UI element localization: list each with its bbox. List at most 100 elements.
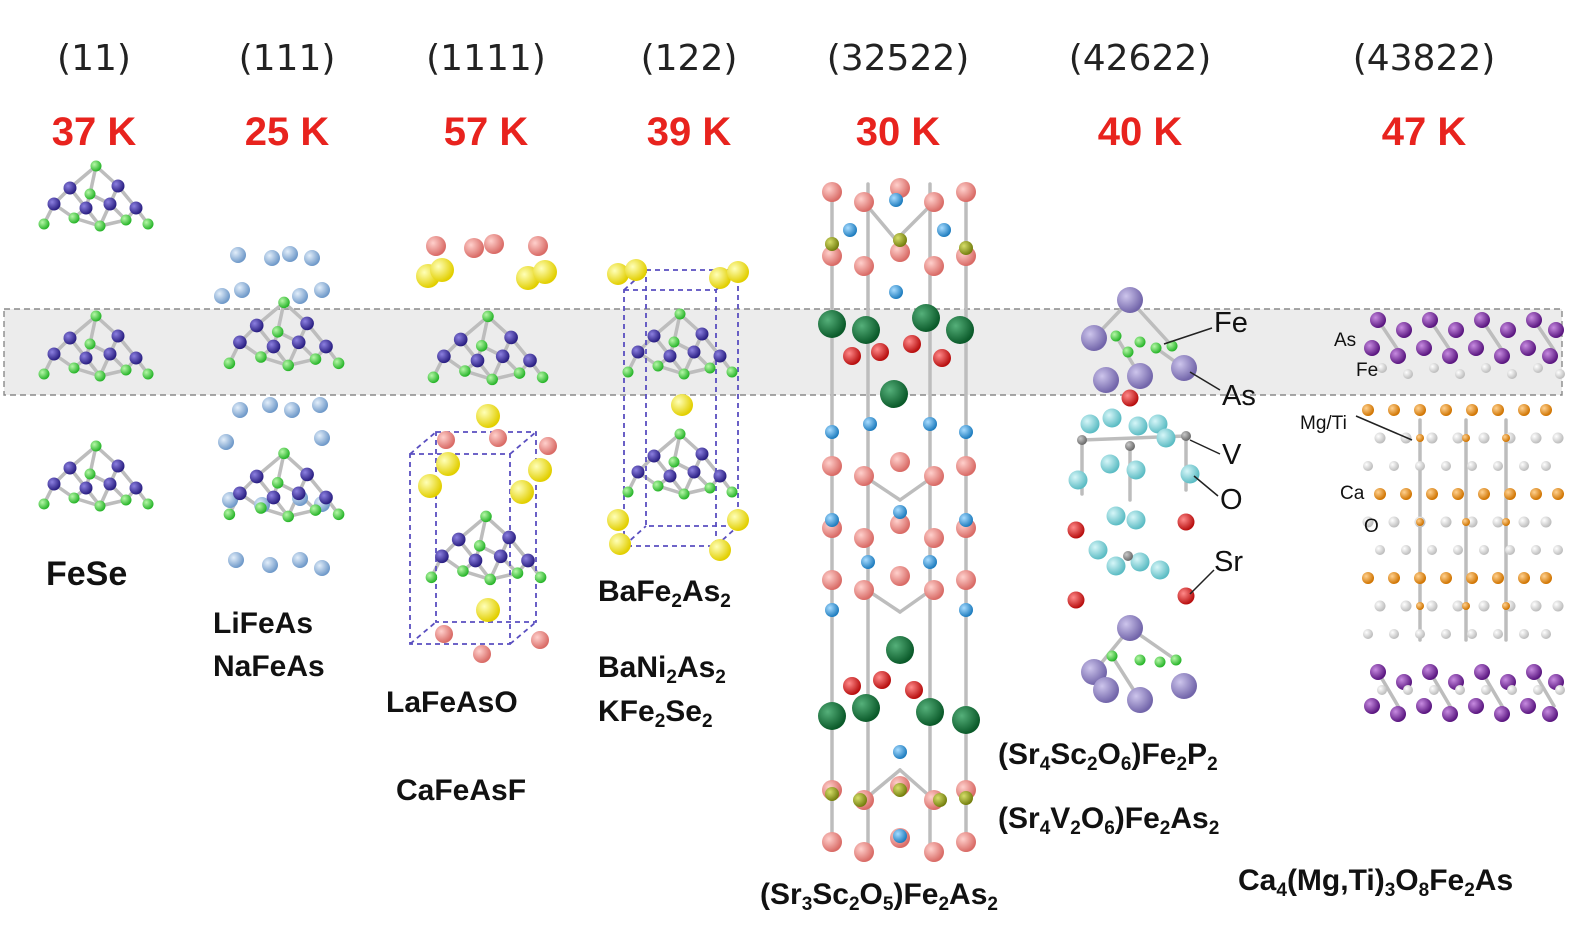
la-atom <box>435 625 453 643</box>
o-atom <box>1400 600 1412 612</box>
sr-atom <box>854 528 874 548</box>
bafe2as2-upper-fe-atom <box>652 360 664 372</box>
o-atom <box>843 347 861 365</box>
lifeas-upper-x-atom <box>266 339 281 354</box>
bafe2as2-lower-x-atom <box>713 469 727 483</box>
lifeas-lower-x-atom <box>300 467 314 482</box>
sc-atom <box>825 425 839 439</box>
family-label-111: (111) <box>238 38 336 79</box>
fe-atom <box>933 793 947 807</box>
ca-atom <box>1518 572 1530 584</box>
o-atom <box>1453 545 1463 555</box>
o-atom <box>1401 545 1411 555</box>
o-atom <box>1467 461 1477 471</box>
bafe2as2-upper-fe-atom <box>674 308 686 320</box>
as-atom <box>1171 673 1197 699</box>
fese-mid-fe-atom <box>84 338 96 350</box>
fese-top-fe-atom <box>84 188 96 200</box>
sr-atom <box>924 192 944 212</box>
fe-atom <box>1507 685 1517 695</box>
fese-mid-x-atom <box>111 329 125 343</box>
lafeaso-lower-fe-atom <box>425 571 438 584</box>
atom-label-ca-43822: Ca <box>1340 483 1365 504</box>
sc-atom <box>959 425 973 439</box>
o-atom <box>1540 516 1552 528</box>
sr-atom <box>1177 587 1195 605</box>
bafe2as2-lower-fe-atom <box>622 486 634 498</box>
mgti-atom <box>1416 602 1424 610</box>
lifeas-lower-fe-atom <box>309 504 322 516</box>
li-atom <box>284 402 300 418</box>
sr-atom <box>854 256 874 276</box>
bafe2as2-upper-fe-atom <box>668 336 680 348</box>
fe-atom <box>1481 363 1491 373</box>
as-atom <box>1468 698 1484 714</box>
fese-mid-x-atom <box>47 347 61 361</box>
bafe2as2-upper-fe-atom <box>622 366 634 378</box>
o-atom <box>1493 461 1503 471</box>
lafeaso-upper-fe-atom <box>513 367 526 379</box>
lafeaso-upper-fe-atom <box>427 371 440 384</box>
fe-atom <box>1555 369 1565 379</box>
fe-atom <box>1533 685 1543 695</box>
as-atom <box>1474 312 1490 328</box>
ca-atom <box>1388 404 1400 416</box>
o-atom <box>1363 461 1373 471</box>
formula-ca4mgti3o8fe2as: Ca4(Mg,Ti)3O8Fe2As <box>1238 864 1514 901</box>
o-atom <box>1080 414 1100 434</box>
li-atom <box>314 282 330 298</box>
o-atom <box>1441 461 1451 471</box>
formula-lifeas: LiFeAs <box>213 607 314 640</box>
o-atom <box>1427 545 1437 555</box>
atom-label-as-42622: As <box>1222 380 1256 412</box>
bafe2as2-lower-fe-atom <box>704 482 716 494</box>
family-label-32522: (32522) <box>826 38 970 79</box>
as-atom <box>1422 664 1438 680</box>
fese-top-fe-atom <box>142 218 154 230</box>
ca-atom <box>1530 488 1542 500</box>
as-atom <box>1526 312 1542 328</box>
bafe2as2-upper-x-atom <box>663 349 677 363</box>
v-atom <box>1181 431 1191 441</box>
feas-layer-band <box>3 308 1563 396</box>
lafeaso-lower-x-atom <box>521 553 535 568</box>
formula-nafeas: NaFeAs <box>213 650 325 683</box>
li-atom <box>314 560 330 576</box>
lafeaso-lower-x-atom <box>493 549 508 564</box>
formula-fese: FeSe <box>46 555 128 593</box>
fese-mid-fe-atom <box>90 310 102 322</box>
tc-label-1111: 57 K <box>443 110 529 154</box>
fese-bottom-fe-atom <box>142 498 154 510</box>
li-atom <box>234 282 250 298</box>
o-atom <box>1415 629 1425 639</box>
o-atom <box>1541 629 1551 639</box>
sr-large-atom <box>916 698 944 726</box>
bafe2as2-upper-fe-atom <box>704 362 716 374</box>
o-atom <box>1150 560 1170 580</box>
fe-atom <box>959 791 973 805</box>
fe-atom <box>1166 340 1178 352</box>
lifeas-lower-x-atom <box>291 486 306 501</box>
as-atom <box>1370 664 1386 680</box>
ba-atom <box>607 263 629 285</box>
lafeaso-lower-fe-atom <box>457 565 469 577</box>
bafe2as2-upper-fe-atom <box>678 368 690 380</box>
fese-top-fe-atom <box>94 220 106 232</box>
bafe2as2-upper-fe-atom <box>726 366 738 378</box>
sr-atom <box>822 570 842 590</box>
sr-atom <box>890 178 910 198</box>
v-atom <box>1125 441 1135 451</box>
o-atom <box>1519 461 1529 471</box>
fese-bottom-x-atom <box>111 459 125 473</box>
ca-atom <box>1414 572 1426 584</box>
sr-atom <box>1177 513 1195 531</box>
fe-atom <box>1455 369 1465 379</box>
o-atom <box>533 260 557 284</box>
as-atom <box>1542 348 1558 364</box>
pointer-mgti <box>1355 415 1413 441</box>
formula-lafeaso: LaFeAsO <box>386 686 518 719</box>
fe-atom <box>1377 685 1387 695</box>
la-atom <box>426 236 446 256</box>
ca-atom <box>1478 488 1490 500</box>
